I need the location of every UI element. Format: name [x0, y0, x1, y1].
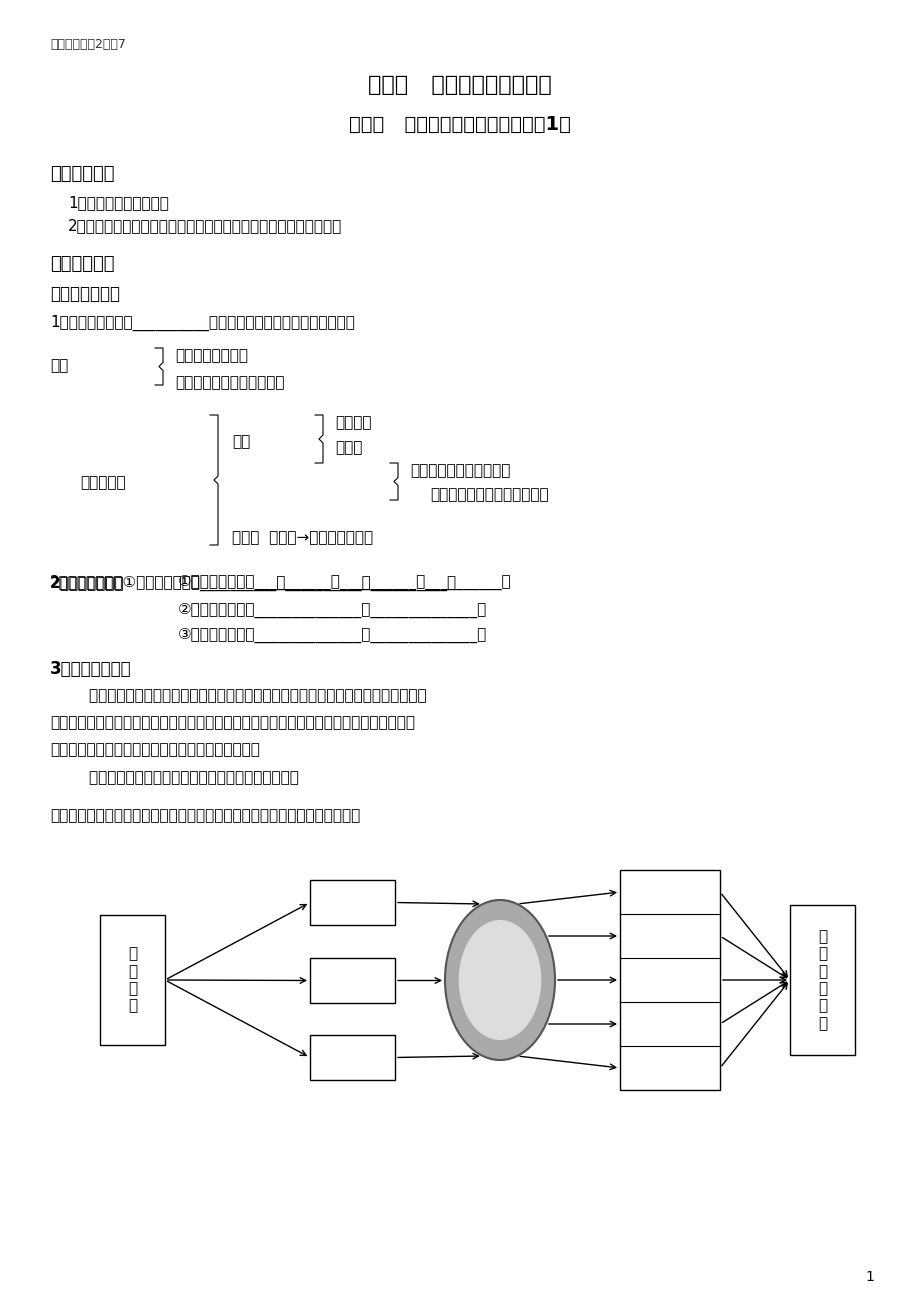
- Text: 1: 1: [865, 1269, 873, 1284]
- Text: 科技：对提高产出越来越重要: 科技：对提高产出越来越重要: [429, 487, 548, 503]
- Text: 自然条件: 自然条件: [335, 415, 371, 430]
- Text: 第一节   农业区位因素与地域类型（1）: 第一节 农业区位因素与地域类型（1）: [348, 115, 571, 134]
- Text: 1、概念：人类利用__________的生长繁殖来获得的物质生产活动。: 1、概念：人类利用__________的生长繁殖来获得的物质生产活动。: [50, 315, 355, 331]
- Text: 2、农业的分类：: 2、农业的分类：: [50, 575, 124, 590]
- Text: 【学习目标】: 【学习目标】: [50, 165, 114, 184]
- Text: 高一地理必修2学案7: 高一地理必修2学案7: [50, 38, 126, 51]
- Text: 【学习过程】: 【学习过程】: [50, 255, 114, 273]
- Text: 特点: 特点: [50, 358, 68, 372]
- FancyBboxPatch shape: [619, 870, 720, 1090]
- Text: 农业的区位选择，实质就是对农业土地的合理利用。: 农业的区位选择，实质就是对农业土地的合理利用。: [50, 769, 299, 785]
- Text: 自
然
条
件: 自 然 条 件: [128, 947, 137, 1013]
- Text: 2、农业的分类：①按生产对象分：__________和__________、__________。: 2、农业的分类：①按生产对象分：__________和__________、__…: [50, 575, 457, 591]
- FancyBboxPatch shape: [310, 1035, 394, 1079]
- Text: 投入: 投入: [232, 434, 250, 449]
- Text: 3、区位的含义：: 3、区位的含义：: [50, 660, 131, 678]
- FancyBboxPatch shape: [310, 880, 394, 924]
- Text: ②按投入多少分：______________和______________；: ②按投入多少分：______________和______________；: [177, 603, 487, 618]
- Ellipse shape: [459, 921, 540, 1040]
- Text: 投入与产出: 投入与产出: [80, 475, 126, 490]
- Text: 第三章   生产活动与地域联系: 第三章 生产活动与地域联系: [368, 76, 551, 95]
- Text: 季节性和周期性：因时制宜: 季节性和周期性：因时制宜: [175, 375, 284, 391]
- Text: 产出：  农产品→食用或工业原料: 产出： 农产品→食用或工业原料: [232, 530, 373, 546]
- Ellipse shape: [445, 900, 554, 1060]
- Text: 一是指农业生产所选定的地理位置，例如泰国的水稻种植业分布在湄南河平原等地，: 一是指农业生产所选定的地理位置，例如泰国的水稻种植业分布在湄南河平原等地，: [50, 687, 426, 703]
- Text: 生产资料：比重逐渐增加: 生产资料：比重逐渐增加: [410, 464, 510, 478]
- FancyBboxPatch shape: [100, 915, 165, 1046]
- Text: 一、农业概述：: 一、农业概述：: [50, 285, 119, 303]
- Text: 2、理解影响农业的区位因素及农业区位因素对农业区位选择的影响: 2、理解影响农业的区位因素及农业区位因素对农业区位选择的影响: [68, 217, 342, 233]
- Text: ③按产品用途分：______________和______________。: ③按产品用途分：______________和______________。: [177, 628, 487, 643]
- Text: 劳动力: 劳动力: [335, 440, 362, 454]
- Text: 农
业
区
位: 农 业 区 位: [495, 947, 504, 1013]
- Text: 各因素的相互联系，这些因素就是农业的区位因素。: 各因素的相互联系，这些因素就是农业的区位因素。: [50, 742, 259, 756]
- FancyBboxPatch shape: [789, 905, 854, 1055]
- Text: ①按生产对象分：__________和__________、__________。: ①按生产对象分：__________和__________、__________…: [177, 575, 511, 590]
- Text: 课堂活动一：阅读教材，在下图中的适当位置填入影响农业区位的各项因素。: 课堂活动一：阅读教材，在下图中的适当位置填入影响农业区位的各项因素。: [50, 809, 360, 823]
- Text: 1、了解农业生产的概念: 1、了解农业生产的概念: [68, 195, 169, 210]
- Text: 社
会
经
济
条
件: 社 会 经 济 条 件: [817, 930, 826, 1031]
- Text: 地域性：因地制宜: 地域性：因地制宜: [175, 348, 248, 363]
- Text: 澳大利亚的牧羊业分布在东南部等地；二是指农业与地理环境（包括自然环境和社会环境）: 澳大利亚的牧羊业分布在东南部等地；二是指农业与地理环境（包括自然环境和社会环境）: [50, 715, 414, 730]
- FancyBboxPatch shape: [310, 958, 394, 1003]
